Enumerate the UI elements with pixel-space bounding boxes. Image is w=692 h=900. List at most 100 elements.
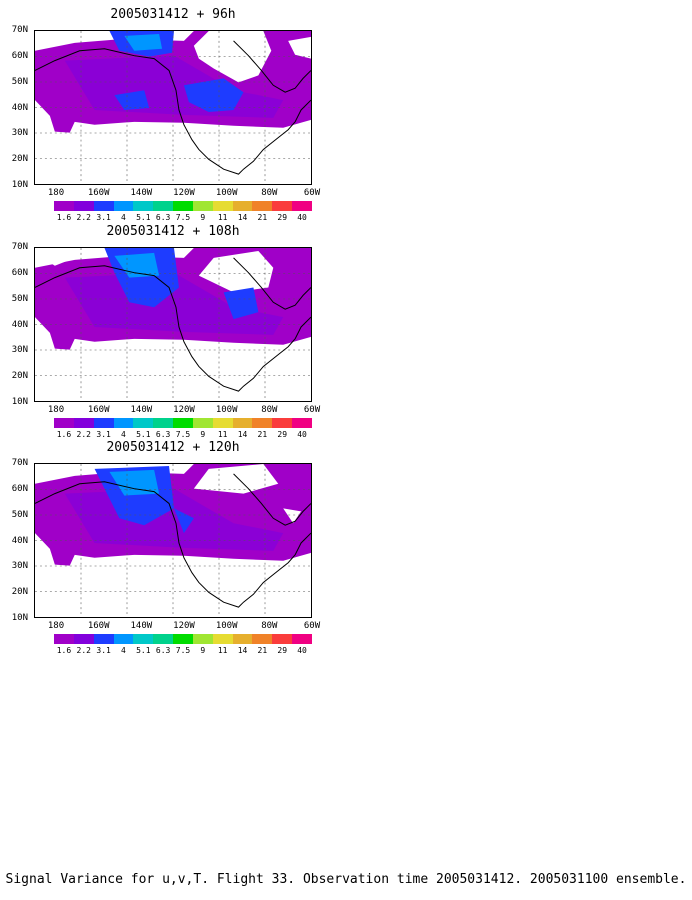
colorbar-swatch (113, 418, 134, 428)
map-plot (35, 464, 311, 617)
colorbar-label: 5.1 (136, 430, 151, 439)
lat-tick-label: 10N (11, 180, 28, 190)
variance-gap (283, 508, 302, 524)
colorbar-swatch (252, 201, 273, 211)
colorbar-swatch (93, 634, 114, 644)
variance-map (34, 463, 312, 618)
colorbar-label: 21 (257, 213, 268, 222)
colorbar-label: 3.1 (96, 213, 111, 222)
colorbar-swatch (73, 634, 94, 644)
variance-fill-blue (223, 287, 259, 320)
colorbar-swatch (272, 418, 293, 428)
lon-tick-label: 180 (47, 188, 65, 198)
colorbar-label: 11 (217, 213, 228, 222)
colorbar-label: 9 (200, 646, 206, 655)
colorbar-swatch (292, 634, 312, 644)
colorbar-swatch (133, 634, 154, 644)
map-panel: 2005031412 + 108h 70N 60N 50N 40N 30N 20N 10N 18… (0, 224, 340, 440)
colorbar-swatch (173, 418, 193, 428)
map-plot (35, 248, 311, 401)
lat-tick-label: 10N (11, 613, 28, 623)
variance-gap (288, 36, 311, 59)
coastline (233, 473, 311, 526)
coastline (233, 40, 311, 93)
colorbar-label: 40 (297, 213, 307, 222)
map-panel: 2005031412 + 120h 70N 60N 50N 40N 30N 20N 10N 18… (0, 441, 340, 656)
colorbar-label: 7.5 (175, 430, 191, 439)
colorbar-label: 14 (237, 430, 248, 439)
variance-fill-blue (183, 78, 244, 112)
colorbar-swatch (212, 418, 233, 428)
colorbar-label: 4 (121, 430, 126, 439)
colorbar-label: 40 (297, 430, 307, 439)
colorbar (54, 201, 312, 211)
colorbar-label: 40 (297, 646, 307, 655)
colorbar-swatch (173, 201, 193, 211)
lat-tick-label: 40N (11, 102, 28, 113)
lat-tick-label: 50N (11, 509, 28, 520)
colorbar-swatch (192, 201, 213, 211)
colorbar-label: 29 (277, 430, 288, 439)
colorbar-swatch (73, 201, 94, 211)
lat-tick-label: 60N (11, 50, 28, 61)
lon-tick-label: 60W (303, 621, 321, 631)
colorbar (54, 418, 312, 428)
variance-fill-cyan (114, 252, 160, 278)
lat-tick-label: 60N (11, 267, 28, 278)
colorbar-swatch (292, 201, 312, 211)
lon-tick-label: 180 (47, 405, 65, 415)
variance-gap (198, 250, 274, 293)
lat-tick-label: 10N (11, 397, 28, 407)
colorbar-swatch (113, 201, 134, 211)
colorbar-swatch (113, 634, 134, 644)
colorbar-label: 3.1 (96, 646, 111, 655)
colorbar-label: 29 (277, 213, 288, 222)
colorbar-swatch (212, 201, 233, 211)
colorbar-swatch (93, 201, 114, 211)
colorbar-label: 6.3 (155, 213, 171, 222)
colorbar-swatch (153, 201, 174, 211)
coastline (35, 48, 311, 175)
colorbar-swatch (173, 634, 193, 644)
figure-caption: Signal Variance for u,v,T. Flight 33. Ob… (5, 872, 687, 887)
colorbar-label: 4 (121, 213, 126, 222)
lon-tick-label: 100W (215, 405, 238, 415)
colorbar-swatch (73, 418, 94, 428)
variance-map (34, 30, 312, 185)
map-plot (35, 31, 311, 184)
lat-tick-label: 30N (11, 345, 28, 356)
lon-tick-label: 60W (303, 405, 321, 415)
coastline (35, 265, 311, 392)
colorbar-label: 2.2 (76, 646, 91, 655)
colorbar-label: 5.1 (136, 213, 151, 222)
colorbar-label: 14 (237, 646, 248, 655)
lat-tick-label: 60N (11, 483, 28, 494)
variance-fill-blue (114, 90, 150, 110)
lat-tick-label: 70N (11, 25, 28, 35)
lon-tick-label: 140W (130, 188, 153, 198)
variance-fill-mid (64, 272, 284, 335)
colorbar-swatch (252, 634, 273, 644)
panel-title: 2005031412 + 108h (106, 224, 240, 239)
lat-tick-label: 30N (11, 561, 28, 572)
colorbar-label: 29 (277, 646, 288, 655)
coastline (233, 257, 311, 310)
colorbar-swatch (54, 634, 74, 644)
panel-title: 2005031412 + 96h (110, 7, 236, 22)
colorbar-swatch (93, 418, 114, 428)
colorbar-label: 7.5 (175, 646, 191, 655)
lat-tick-label: 70N (11, 458, 28, 468)
variance-gap (193, 31, 272, 83)
colorbar-swatch (153, 634, 174, 644)
colorbar-label: 11 (217, 646, 228, 655)
colorbar-swatch (232, 634, 253, 644)
variance-gap (193, 464, 279, 494)
coastline (35, 481, 311, 608)
lat-tick-label: 20N (11, 154, 28, 165)
colorbar-swatch (232, 418, 253, 428)
variance-fill-cyan (109, 469, 160, 496)
colorbar-label: 3.1 (96, 430, 111, 439)
colorbar-label: 6.3 (155, 646, 171, 655)
lon-tick-label: 140W (130, 405, 153, 415)
lon-tick-label: 140W (130, 621, 153, 631)
